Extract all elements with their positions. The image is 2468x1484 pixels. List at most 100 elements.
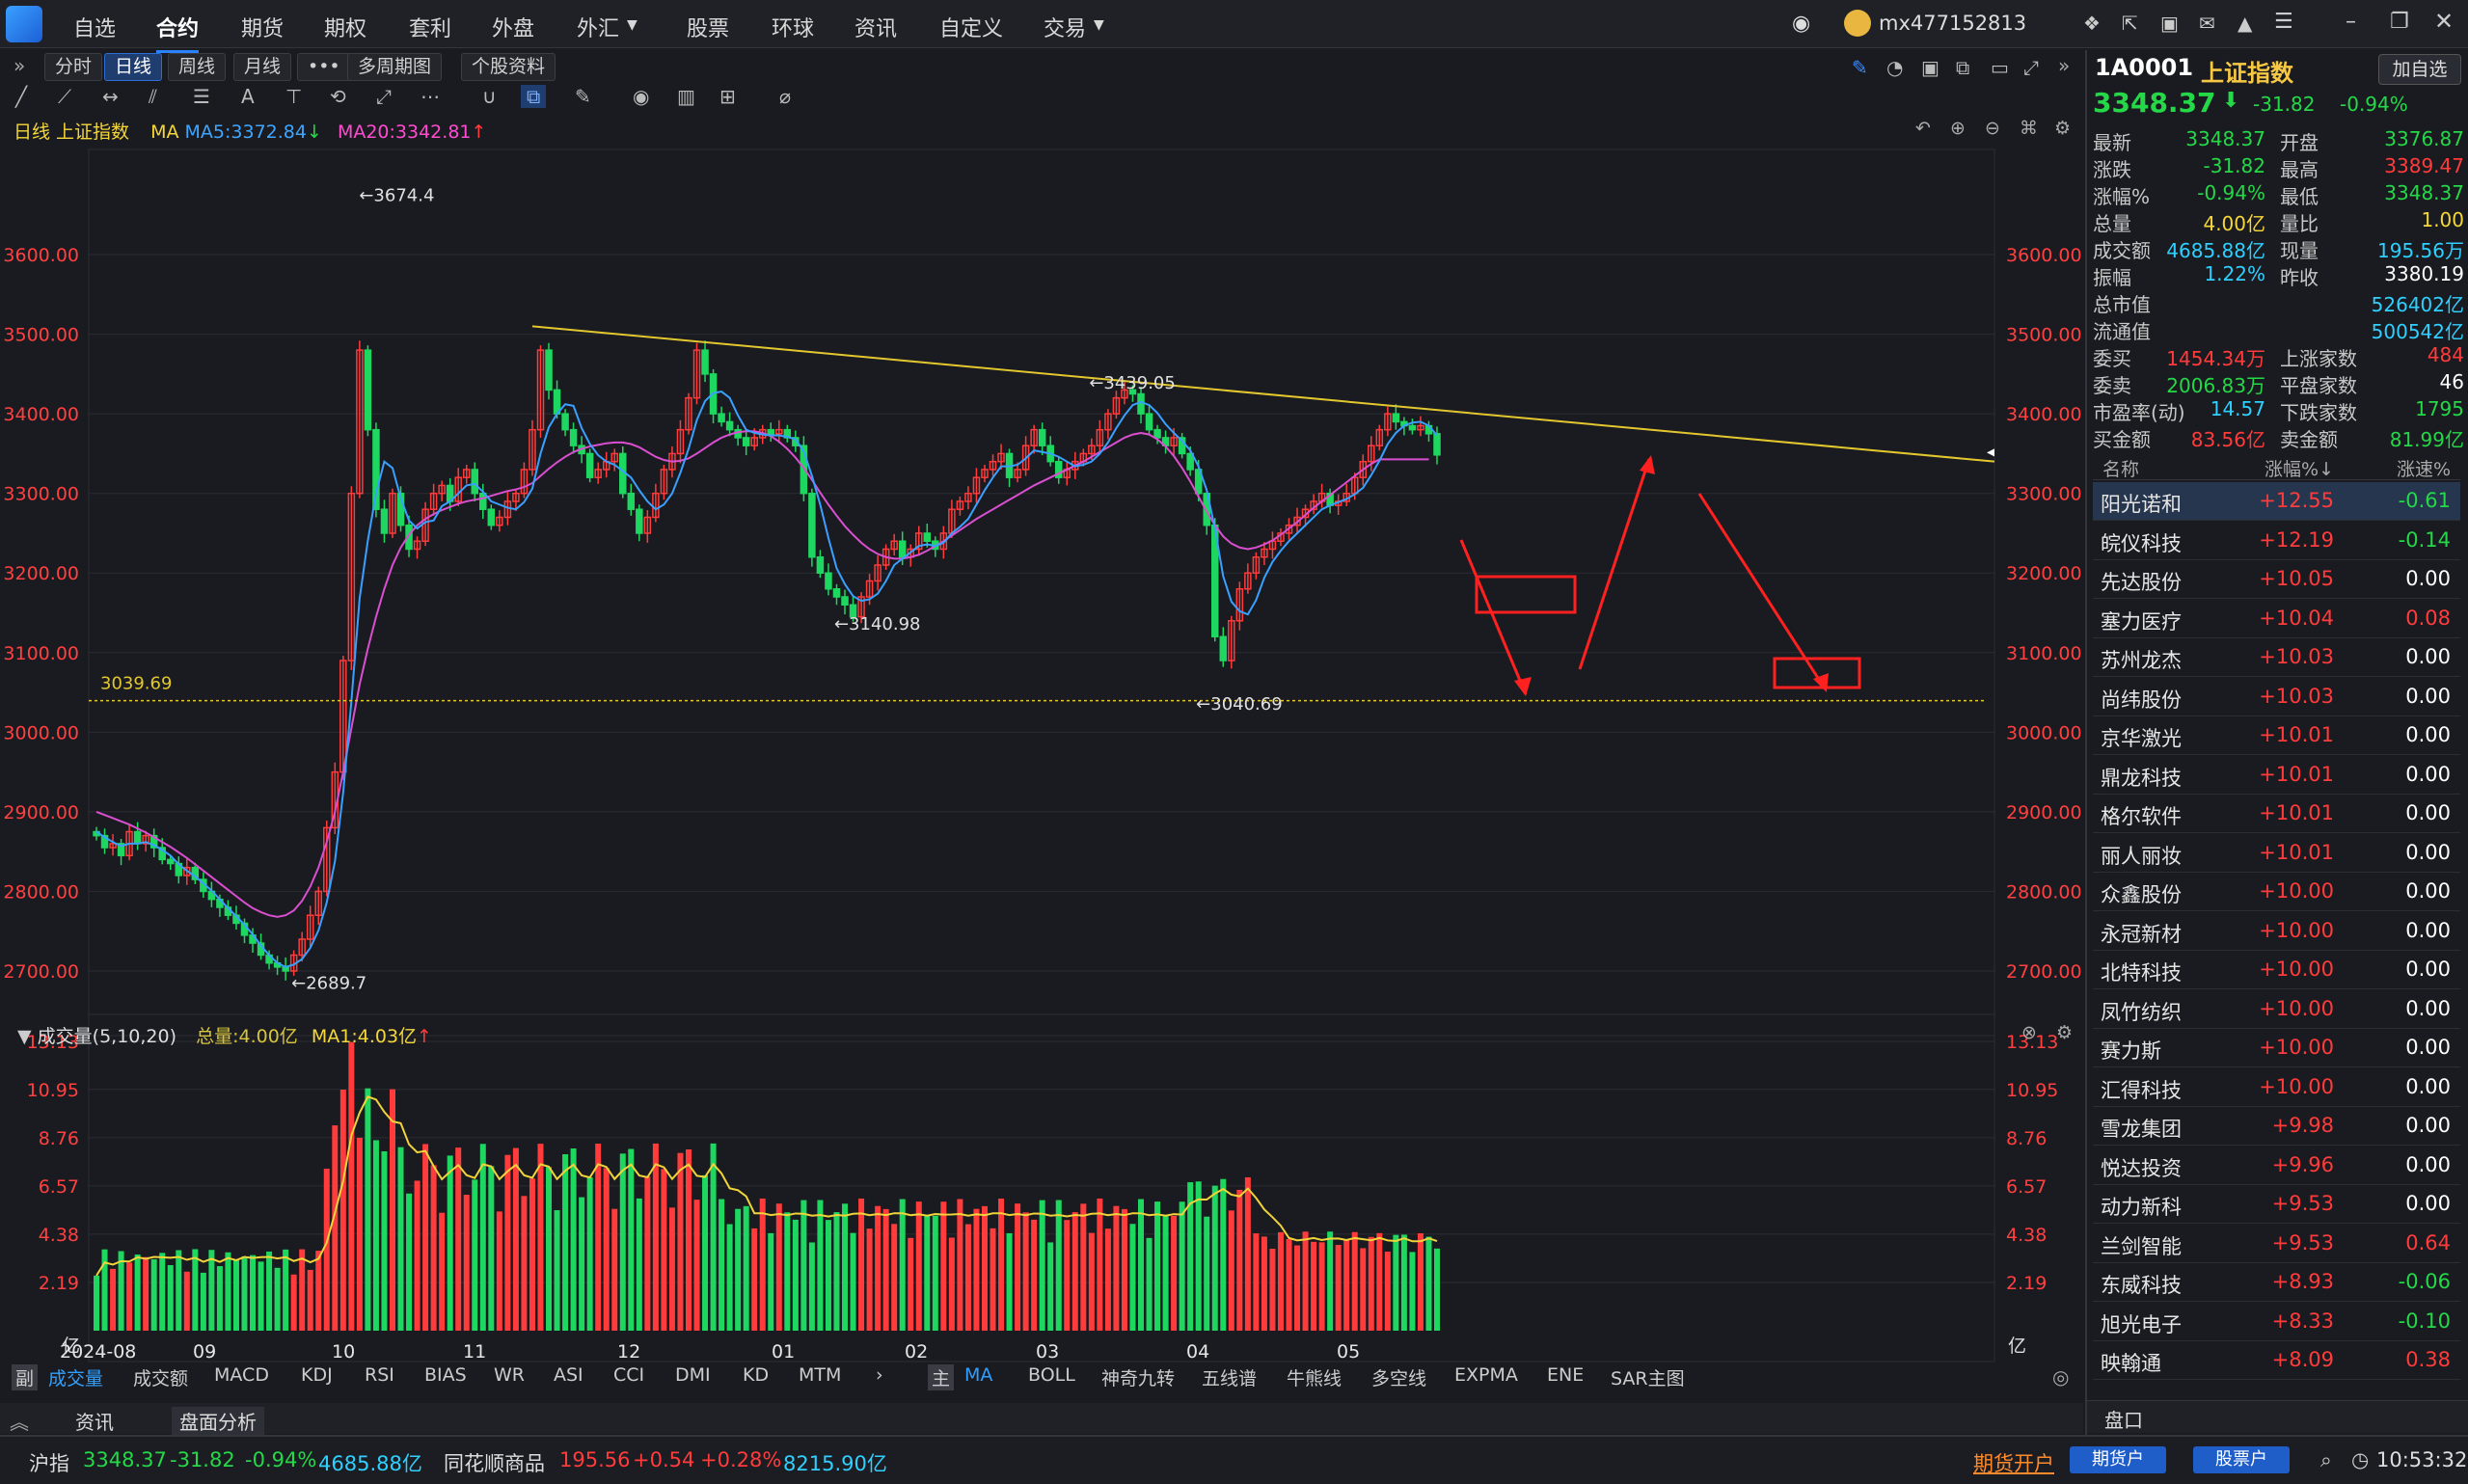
bottom-tab-0[interactable]: 资讯	[75, 1411, 114, 1434]
volume-collapse-icon[interactable]: ▼	[17, 1026, 32, 1047]
stock-list-item[interactable]: 北特科技 +10.00 0.00	[2093, 951, 2460, 989]
restore-icon[interactable]: ❐	[2390, 10, 2409, 34]
zoom-in-icon[interactable]: ⊕	[1950, 118, 1966, 139]
main-tab-9[interactable]: SAR主图	[1611, 1368, 1685, 1390]
menu-11[interactable]: 交易	[1044, 17, 1087, 41]
more-tools-icon[interactable]: ⋯	[420, 85, 440, 108]
collapse-up-icon[interactable]: ︽	[10, 1411, 29, 1434]
stock-list-item[interactable]: 皖仪科技 +12.19 -0.14	[2093, 522, 2460, 560]
period-tab-3[interactable]: 月线	[233, 53, 292, 81]
stock-list-item[interactable]: 苏州龙杰 +10.03 0.00	[2093, 638, 2460, 677]
indicator-tab-2[interactable]: 成交额	[133, 1368, 189, 1390]
alert-icon[interactable]: ◔	[1886, 56, 1904, 79]
gear-icon[interactable]: ⚙	[2054, 118, 2072, 139]
stock-list-item[interactable]: 旭光电子 +8.33 -0.10	[2093, 1303, 2460, 1341]
chart-area[interactable]: 日线 上证指数 MA MA5:3372.84↓ MA20:3342.81↑ ↶ …	[0, 116, 2083, 1364]
stock-list-item[interactable]: 雪龙集团 +9.98 0.00	[2093, 1107, 2460, 1146]
camera-icon[interactable]: ▣	[2160, 12, 2179, 35]
main-tab-0[interactable]: 主	[928, 1364, 955, 1390]
menu-7[interactable]: 股票	[687, 17, 730, 41]
forex-chevron-down-icon[interactable]: ▼	[627, 17, 637, 33]
menu-0[interactable]: 自选	[73, 17, 117, 41]
trash-icon[interactable]: ▥	[677, 85, 695, 108]
indicator-tab-0[interactable]: 副	[12, 1364, 39, 1390]
collapse-right-icon[interactable]: »	[2058, 54, 2071, 77]
col-speed[interactable]: 涨速%	[2396, 459, 2451, 480]
expand-left-icon[interactable]: »	[14, 54, 26, 77]
volume-close-icon[interactable]: ⊗	[2021, 1022, 2037, 1043]
location-icon[interactable]: ◎	[2052, 1365, 2070, 1389]
menu-5[interactable]: 外盘	[492, 17, 535, 41]
main-tab-5[interactable]: 牛熊线	[1287, 1368, 1342, 1390]
open-account-link[interactable]: 期货开户	[1973, 1452, 2054, 1475]
stock-list-item[interactable]: 映翰通 +8.09 0.38	[2093, 1341, 2460, 1380]
menu-9[interactable]: 资讯	[854, 17, 898, 41]
sh-index-label[interactable]: 沪指	[29, 1452, 69, 1475]
price-tool-icon[interactable]: ⊤	[285, 85, 303, 108]
candlestick-chart[interactable]: 3600.00 3600.00 3500.00 3500.00 3400.00 3400.…	[0, 116, 2083, 1364]
stock-list-item[interactable]: 汇得科技 +10.00 0.00	[2093, 1068, 2460, 1107]
panel-tab-pankou[interactable]: 盘口	[2104, 1409, 2143, 1432]
menu-3[interactable]: 期权	[324, 17, 367, 41]
stock-list-item[interactable]: 格尔软件 +10.01 0.00	[2093, 795, 2460, 833]
fib-tool-icon[interactable]: ☰	[193, 85, 210, 108]
period-tab-4[interactable]: •••	[297, 53, 351, 81]
main-tab-7[interactable]: EXPMA	[1454, 1364, 1518, 1386]
copy-icon[interactable]: ⧉	[1956, 56, 1970, 79]
stock-list-item[interactable]: 赛力斯 +10.00 0.00	[2093, 1029, 2460, 1067]
stock-list-item[interactable]: 悦达投资 +9.96 0.00	[2093, 1147, 2460, 1185]
stock-list-item[interactable]: 东威科技 +8.93 -0.06	[2093, 1263, 2460, 1302]
mail-icon[interactable]: ✉	[2199, 12, 2215, 35]
stock-list-item[interactable]: 兰剑智能 +9.53 0.64	[2093, 1225, 2460, 1263]
period-tab-6[interactable]: 个股资料	[461, 53, 556, 81]
indicator-tab-4[interactable]: KDJ	[301, 1364, 333, 1386]
menu-10[interactable]: 自定义	[939, 17, 1004, 41]
layers-icon[interactable]: ❖	[2083, 12, 2101, 35]
stock-account-button[interactable]: 股票户	[2193, 1446, 2290, 1473]
eye-icon[interactable]: ◉	[633, 85, 650, 108]
indicator-tab-6[interactable]: BIAS	[424, 1364, 467, 1386]
menu-8[interactable]: 环球	[772, 17, 815, 41]
indicator-tab-9[interactable]: CCI	[613, 1364, 645, 1386]
stock-list-item[interactable]: 京华激光 +10.01 0.00	[2093, 716, 2460, 755]
measure-tool-icon[interactable]: ⤢	[376, 85, 392, 108]
ai-assistant-icon[interactable]: ◉	[1792, 12, 1811, 36]
main-tab-6[interactable]: 多空线	[1371, 1368, 1427, 1390]
menu-2[interactable]: 期货	[241, 17, 285, 41]
indicator-tab-7[interactable]: WR	[494, 1364, 525, 1386]
volume-settings-icon[interactable]: ⚙	[2056, 1022, 2074, 1043]
ruler-icon[interactable]: ⌀	[779, 85, 792, 108]
period-tab-5[interactable]: 多周期图	[347, 53, 443, 81]
stock-list-item[interactable]: 众鑫股份 +10.00 0.00	[2093, 873, 2460, 911]
share-icon[interactable]: ⇱	[2122, 12, 2138, 35]
stock-list-item[interactable]: 凤竹纺织 +10.00 0.00	[2093, 990, 2460, 1029]
stock-list-item[interactable]: 动力新科 +9.53 0.00	[2093, 1185, 2460, 1224]
col-name[interactable]: 名称	[2102, 459, 2140, 480]
text-tool-icon[interactable]: A	[241, 85, 255, 108]
stock-list-item[interactable]: 鼎龙科技 +10.01 0.00	[2093, 756, 2460, 795]
indicator-tab-10[interactable]: DMI	[675, 1364, 711, 1386]
indicator-tab-5[interactable]: RSI	[365, 1364, 394, 1386]
stock-list-item[interactable]: 丽人丽妆 +10.01 0.00	[2093, 834, 2460, 873]
col-pct[interactable]: 涨幅%↓	[2265, 459, 2334, 480]
main-tab-1[interactable]: MA	[964, 1364, 993, 1386]
chart-settings-icon[interactable]: ⌘	[2020, 118, 2038, 139]
main-tab-3[interactable]: 神奇九转	[1101, 1368, 1176, 1390]
overlay-icon[interactable]: ⧉	[521, 85, 547, 108]
period-tab-1[interactable]: 日线	[104, 53, 163, 81]
indicator-tab-11[interactable]: KD	[743, 1364, 770, 1386]
screenshot-icon[interactable]: ▣	[1921, 56, 1939, 79]
undo-icon[interactable]: ↶	[1915, 118, 1931, 139]
zoom-out-icon[interactable]: ⊖	[1985, 118, 2000, 139]
monitor-icon[interactable]: ▭	[1991, 56, 2009, 79]
trade-chevron-down-icon[interactable]: ▼	[1094, 17, 1104, 33]
draw-pen-icon[interactable]: ✎	[1852, 56, 1868, 79]
ths-label[interactable]: 同花顺商品	[444, 1452, 545, 1475]
bottom-tab-1[interactable]: 盘面分析	[172, 1407, 264, 1435]
main-tab-8[interactable]: ENE	[1547, 1364, 1585, 1386]
stock-list-item[interactable]: 尚纬股份 +10.03 0.00	[2093, 678, 2460, 716]
indicator-next-icon[interactable]: ›	[876, 1364, 883, 1386]
stock-list-item[interactable]: 塞力医疗 +10.04 0.08	[2093, 600, 2460, 638]
menu-icon[interactable]: ☰	[2274, 10, 2293, 34]
eraser-icon[interactable]: ✎	[575, 85, 591, 108]
